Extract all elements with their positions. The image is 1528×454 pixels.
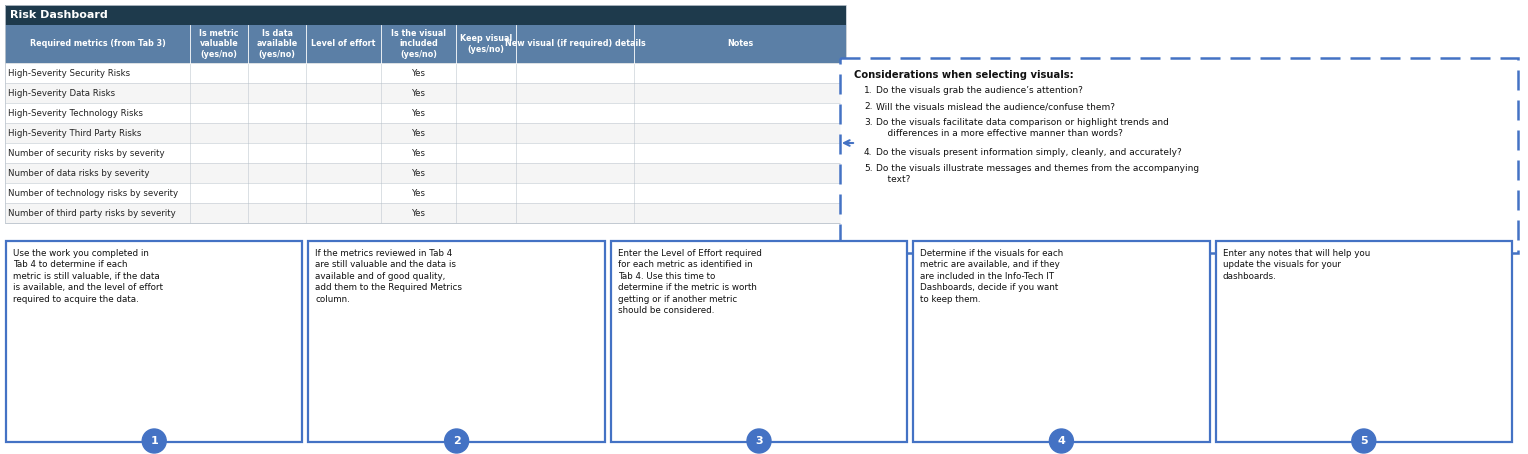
Text: Level of effort: Level of effort bbox=[312, 39, 376, 49]
Text: 4: 4 bbox=[1057, 436, 1065, 446]
Text: Yes: Yes bbox=[411, 69, 425, 78]
Text: 1.: 1. bbox=[863, 86, 872, 95]
Text: Yes: Yes bbox=[411, 148, 425, 158]
Text: Use the work you completed in
Tab 4 to determine if each
metric is still valuabl: Use the work you completed in Tab 4 to d… bbox=[14, 249, 163, 304]
Text: 1: 1 bbox=[150, 436, 157, 446]
Text: Required metrics (from Tab 3): Required metrics (from Tab 3) bbox=[29, 39, 165, 49]
Bar bbox=[5, 143, 847, 163]
Text: 3: 3 bbox=[755, 436, 762, 446]
Text: Enter any notes that will help you
update the visuals for your
dashboards.: Enter any notes that will help you updat… bbox=[1222, 249, 1369, 281]
Bar bbox=[5, 63, 847, 83]
Bar bbox=[5, 123, 847, 143]
Text: Yes: Yes bbox=[411, 89, 425, 98]
Text: Is metric
valuable
(yes/no): Is metric valuable (yes/no) bbox=[199, 29, 238, 59]
Text: Yes: Yes bbox=[411, 128, 425, 138]
Text: If the metrics reviewed in Tab 4
are still valuable and the data is
available an: If the metrics reviewed in Tab 4 are sti… bbox=[315, 249, 463, 304]
Circle shape bbox=[1352, 429, 1375, 453]
Text: Do the visuals present information simply, cleanly, and accurately?: Do the visuals present information simpl… bbox=[876, 148, 1181, 157]
Circle shape bbox=[747, 429, 772, 453]
Text: Determine if the visuals for each
metric are available, and if they
are included: Determine if the visuals for each metric… bbox=[920, 249, 1063, 304]
Text: New visual (if required) details: New visual (if required) details bbox=[504, 39, 645, 49]
Text: High-Severity Data Risks: High-Severity Data Risks bbox=[8, 89, 115, 98]
Text: Do the visuals grab the audience’s attention?: Do the visuals grab the audience’s atten… bbox=[876, 86, 1083, 95]
Bar bbox=[5, 5, 847, 223]
Text: Is the visual
included
(yes/no): Is the visual included (yes/no) bbox=[391, 29, 446, 59]
Circle shape bbox=[1050, 429, 1073, 453]
Bar bbox=[5, 25, 847, 63]
Text: High-Severity Technology Risks: High-Severity Technology Risks bbox=[8, 109, 144, 118]
Text: 2.: 2. bbox=[863, 102, 872, 111]
Bar bbox=[5, 203, 847, 223]
Text: Number of security risks by severity: Number of security risks by severity bbox=[8, 148, 165, 158]
Bar bbox=[5, 183, 847, 203]
Text: Number of third party risks by severity: Number of third party risks by severity bbox=[8, 208, 176, 217]
Text: 2: 2 bbox=[452, 436, 460, 446]
Bar bbox=[5, 5, 847, 25]
Bar bbox=[611, 241, 908, 442]
Text: Notes: Notes bbox=[727, 39, 753, 49]
FancyBboxPatch shape bbox=[840, 58, 1517, 253]
Text: Yes: Yes bbox=[411, 109, 425, 118]
Text: Number of data risks by severity: Number of data risks by severity bbox=[8, 168, 150, 178]
Text: High-Severity Third Party Risks: High-Severity Third Party Risks bbox=[8, 128, 142, 138]
Bar bbox=[6, 241, 303, 442]
Bar bbox=[5, 163, 847, 183]
Bar bbox=[5, 103, 847, 123]
Text: Yes: Yes bbox=[411, 188, 425, 197]
Text: Keep visual
(yes/no): Keep visual (yes/no) bbox=[460, 35, 512, 54]
Text: Is data
available
(yes/no): Is data available (yes/no) bbox=[257, 29, 298, 59]
Bar bbox=[914, 241, 1210, 442]
Text: Yes: Yes bbox=[411, 168, 425, 178]
Text: High-Severity Security Risks: High-Severity Security Risks bbox=[8, 69, 130, 78]
Text: Considerations when selecting visuals:: Considerations when selecting visuals: bbox=[854, 70, 1074, 80]
Text: Do the visuals facilitate data comparison or highlight trends and
    difference: Do the visuals facilitate data compariso… bbox=[876, 118, 1169, 138]
Text: Do the visuals illustrate messages and themes from the accompanying
    text?: Do the visuals illustrate messages and t… bbox=[876, 164, 1199, 184]
Bar bbox=[1216, 241, 1513, 442]
Text: Enter the Level of Effort required
for each metric as identified in
Tab 4. Use t: Enter the Level of Effort required for e… bbox=[617, 249, 761, 315]
Text: Will the visuals mislead the audience/confuse them?: Will the visuals mislead the audience/co… bbox=[876, 102, 1115, 111]
Circle shape bbox=[445, 429, 469, 453]
Text: Yes: Yes bbox=[411, 208, 425, 217]
Text: Number of technology risks by severity: Number of technology risks by severity bbox=[8, 188, 179, 197]
Text: Risk Dashboard: Risk Dashboard bbox=[11, 10, 108, 20]
Bar bbox=[309, 241, 605, 442]
Text: 4.: 4. bbox=[863, 148, 872, 157]
Bar bbox=[5, 83, 847, 103]
Text: 5.: 5. bbox=[863, 164, 872, 173]
Circle shape bbox=[142, 429, 167, 453]
Text: 3.: 3. bbox=[863, 118, 872, 127]
Text: 5: 5 bbox=[1360, 436, 1368, 446]
